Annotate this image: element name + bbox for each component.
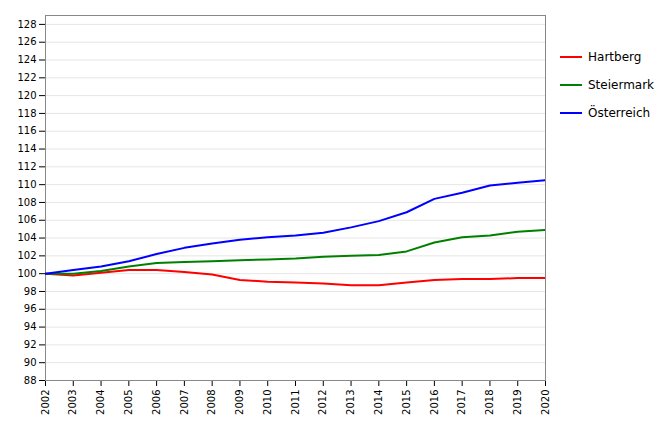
html-text:Österreich: Österreich <box>588 106 651 120</box>
svg-text:120: 120 <box>17 90 36 101</box>
svg-text:110: 110 <box>17 179 36 190</box>
svg-text:2012: 2012 <box>317 390 328 415</box>
svg-text:116: 116 <box>17 125 36 136</box>
svg-text:2017: 2017 <box>456 390 467 415</box>
svg-text:128: 128 <box>17 19 36 30</box>
svg-text:2019: 2019 <box>512 390 523 415</box>
svg-text:126: 126 <box>17 36 36 47</box>
svg-text:2008: 2008 <box>206 390 217 415</box>
svg-text:2002: 2002 <box>40 390 51 415</box>
svg-text:2016: 2016 <box>429 390 440 415</box>
svg-text:2010: 2010 <box>262 390 273 415</box>
svg-text:2014: 2014 <box>373 390 384 415</box>
html-text:Hartberg: Hartberg <box>588 50 642 64</box>
svg-text:2004: 2004 <box>95 390 106 415</box>
svg-text:2011: 2011 <box>290 390 301 415</box>
html-text:Steiermark: Steiermark <box>588 78 655 92</box>
svg-text:2006: 2006 <box>151 390 162 415</box>
svg-text:2003: 2003 <box>67 390 78 415</box>
svg-text:94: 94 <box>24 321 37 332</box>
svg-text:114: 114 <box>17 143 36 154</box>
svg-text:124: 124 <box>17 54 36 65</box>
svg-text:92: 92 <box>24 339 37 350</box>
svg-text:106: 106 <box>17 214 36 225</box>
svg-text:104: 104 <box>17 232 36 243</box>
svg-text:118: 118 <box>17 108 36 119</box>
svg-text:102: 102 <box>17 250 36 261</box>
svg-text:122: 122 <box>17 72 36 83</box>
svg-text:2009: 2009 <box>234 390 245 415</box>
svg-text:88: 88 <box>24 375 37 386</box>
svg-text:2015: 2015 <box>401 390 412 415</box>
svg-text:2007: 2007 <box>179 390 190 415</box>
svg-text:90: 90 <box>24 357 37 368</box>
svg-text:98: 98 <box>24 286 37 297</box>
svg-text:2005: 2005 <box>123 390 134 415</box>
svg-text:96: 96 <box>24 303 37 314</box>
svg-text:2020: 2020 <box>540 390 551 415</box>
svg-text:2013: 2013 <box>345 390 356 415</box>
svg-text:108: 108 <box>17 197 36 208</box>
svg-text:2018: 2018 <box>484 390 495 415</box>
svg-text:100: 100 <box>17 268 36 279</box>
svg-text:112: 112 <box>17 161 36 172</box>
